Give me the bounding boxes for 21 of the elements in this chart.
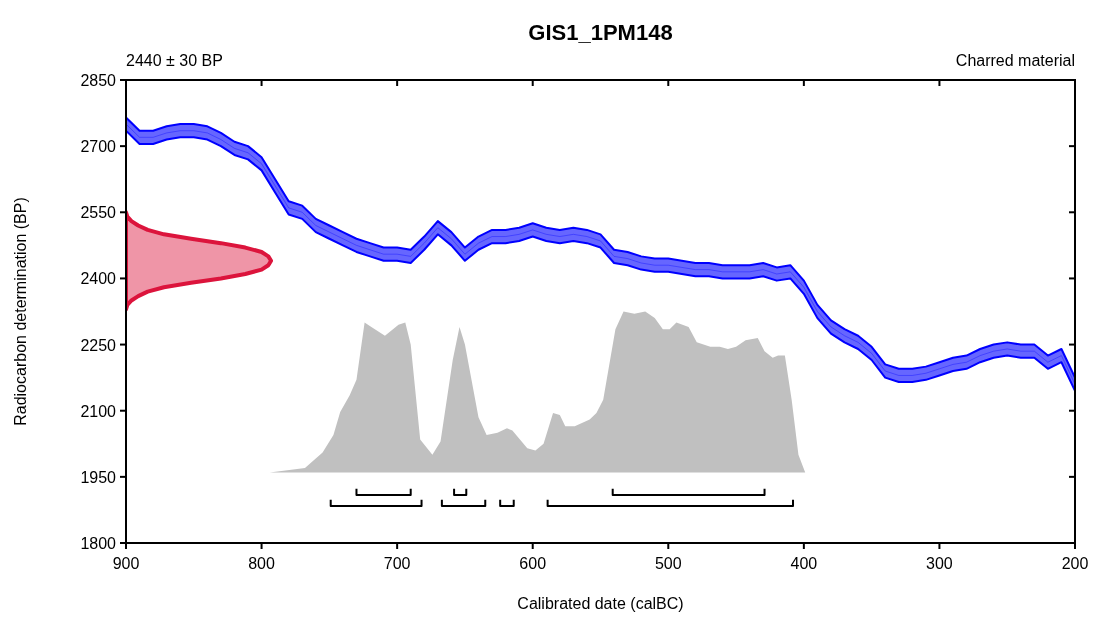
x-tick-label: 200 — [1061, 555, 1089, 572]
y-tick-label: 2850 — [80, 72, 117, 89]
y-tick-label: 2250 — [80, 336, 117, 354]
chart-title: GIS1_1PM148 — [528, 20, 673, 45]
y-tick-label: 2400 — [80, 270, 117, 288]
y-tick-label: 2100 — [80, 402, 117, 420]
y-axis-title: Radiocarbon determination (BP) — [12, 197, 29, 426]
x-tick-label: 400 — [790, 555, 818, 572]
x-tick-label: 900 — [112, 555, 140, 572]
y-tick-label: 2550 — [80, 204, 117, 222]
y-tick-label: 2700 — [80, 138, 117, 156]
text: 2440 ± 30 BP — [126, 52, 223, 69]
x-tick-label: 700 — [383, 555, 411, 572]
text: Charred material — [955, 52, 1075, 69]
x-tick-label: 600 — [519, 555, 547, 572]
x-tick-label: 500 — [654, 555, 682, 572]
x-tick-label: 300 — [926, 555, 953, 572]
y-tick-label: 1800 — [80, 535, 117, 552]
x-axis-title: Calibrated date (calBC) — [517, 595, 684, 612]
y-tick-label: 1950 — [80, 468, 117, 486]
x-tick-label: 800 — [248, 555, 276, 572]
